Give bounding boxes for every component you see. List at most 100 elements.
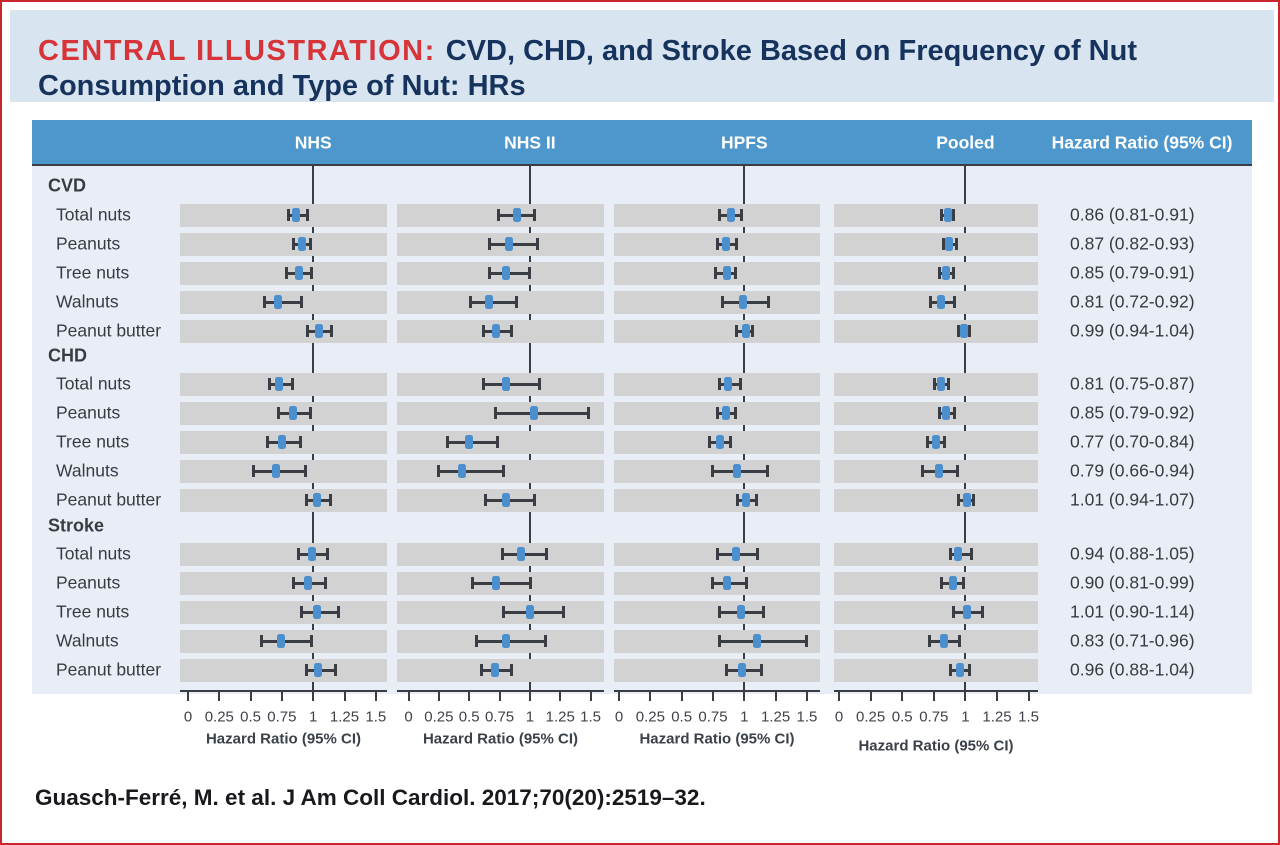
ci-cap-high bbox=[954, 238, 958, 250]
ci-cap-high bbox=[329, 325, 333, 337]
axis-tick-label: 1.25 bbox=[329, 708, 360, 726]
row-background-bar bbox=[180, 319, 387, 343]
hazard-ratio-value: 0.94 (0.88-1.05) bbox=[1070, 543, 1195, 564]
row-background-bar bbox=[180, 542, 387, 566]
point-estimate-marker bbox=[942, 266, 951, 280]
axis-tick bbox=[249, 690, 252, 701]
hazard-ratio-value: 0.96 (0.88-1.04) bbox=[1070, 659, 1195, 680]
ci-cap-low bbox=[714, 267, 718, 279]
ci-cap-high bbox=[496, 436, 500, 448]
axis-tick-label: 0 bbox=[614, 708, 624, 726]
ci-cap-high bbox=[309, 635, 313, 647]
point-estimate-marker bbox=[737, 663, 746, 677]
ci-cap-low bbox=[446, 436, 450, 448]
row-label: Peanut butter bbox=[56, 320, 162, 341]
row-background-bar bbox=[834, 401, 1038, 425]
hazard-ratio-value: 0.99 (0.94-1.04) bbox=[1070, 320, 1195, 341]
row-label: Tree nuts bbox=[56, 601, 130, 622]
page-title: CVD, CHD, and Stroke Based on Frequency … bbox=[38, 35, 1137, 102]
ci-cap-low bbox=[734, 325, 738, 337]
axis-tick-label: 1.25 bbox=[982, 708, 1012, 726]
point-estimate-marker bbox=[942, 406, 951, 420]
row-label: Peanuts bbox=[56, 402, 121, 423]
ci-interval-line bbox=[437, 469, 505, 473]
ci-cap-high bbox=[529, 577, 533, 589]
ci-cap-low bbox=[252, 465, 256, 477]
ci-interval-line bbox=[470, 300, 517, 304]
ci-cap-high bbox=[532, 209, 536, 221]
row-background-bar bbox=[614, 658, 820, 682]
ci-cap-low bbox=[940, 577, 944, 589]
ci-interval-line bbox=[476, 639, 546, 643]
row-background-bar bbox=[397, 542, 604, 566]
point-estimate-marker bbox=[752, 634, 761, 648]
point-estimate-marker bbox=[962, 605, 971, 619]
axis-tick bbox=[498, 690, 501, 701]
ci-cap-low bbox=[502, 606, 506, 618]
ci-cap-low bbox=[937, 407, 941, 419]
ci-cap-low bbox=[284, 267, 288, 279]
ci-cap-low bbox=[265, 436, 269, 448]
point-estimate-marker bbox=[721, 237, 730, 251]
ci-cap-high bbox=[962, 577, 966, 589]
axis-tick-label: 1 bbox=[525, 708, 535, 726]
row-background-bar bbox=[614, 203, 820, 227]
point-estimate-marker bbox=[943, 208, 952, 222]
point-estimate-marker bbox=[944, 237, 953, 251]
hazard-ratio-value: 0.83 (0.71-0.96) bbox=[1070, 630, 1195, 651]
point-estimate-marker bbox=[722, 266, 731, 280]
point-estimate-marker bbox=[937, 377, 946, 391]
axis-tick-label: 0.5 bbox=[671, 708, 693, 726]
point-estimate-marker bbox=[501, 377, 510, 391]
ci-cap-high bbox=[309, 267, 313, 279]
ci-cap-low bbox=[715, 548, 719, 560]
point-estimate-marker bbox=[517, 547, 526, 561]
point-estimate-marker bbox=[512, 208, 521, 222]
ci-cap-high bbox=[738, 378, 742, 390]
axis-tick-label: 1.5 bbox=[580, 708, 602, 726]
axis-tick bbox=[743, 690, 746, 701]
x-axis-title: Hazard Ratio (95% CI) bbox=[858, 737, 1014, 755]
ci-cap-low bbox=[724, 664, 728, 676]
point-estimate-marker bbox=[457, 464, 466, 478]
point-estimate-marker bbox=[948, 576, 957, 590]
point-estimate-marker bbox=[291, 208, 300, 222]
point-estimate-marker bbox=[277, 435, 286, 449]
row-label: Peanut butter bbox=[56, 659, 162, 680]
ci-cap-high bbox=[766, 465, 770, 477]
axis-tick bbox=[1027, 690, 1030, 701]
ci-cap-low bbox=[277, 407, 281, 419]
axis-tick-label: 0.5 bbox=[891, 708, 913, 726]
group-label-stroke: Stroke bbox=[48, 515, 105, 536]
ci-cap-high bbox=[767, 296, 771, 308]
ci-cap-high bbox=[543, 635, 547, 647]
ci-cap-high bbox=[969, 548, 973, 560]
axis-tick-label: 1.5 bbox=[1018, 708, 1040, 726]
ci-cap-high bbox=[544, 548, 548, 560]
row-background-bar bbox=[614, 290, 820, 314]
column-header-hazard-ratio: Hazard Ratio (95% CI) bbox=[1051, 132, 1233, 153]
hazard-ratio-value: 0.86 (0.81-0.91) bbox=[1070, 204, 1195, 225]
ci-cap-low bbox=[259, 635, 263, 647]
axis-tick-label: 1.5 bbox=[796, 708, 818, 726]
axis-tick bbox=[187, 690, 189, 701]
ci-cap-high bbox=[337, 606, 341, 618]
axis-tick bbox=[468, 690, 471, 701]
axis-tick bbox=[649, 690, 652, 701]
ci-cap-high bbox=[561, 606, 565, 618]
row-label: Walnuts bbox=[56, 291, 119, 312]
ci-cap-low bbox=[949, 664, 953, 676]
point-estimate-marker bbox=[275, 377, 284, 391]
ci-cap-low bbox=[299, 606, 303, 618]
ci-cap-low bbox=[470, 577, 474, 589]
point-estimate-marker bbox=[304, 576, 313, 590]
ci-cap-low bbox=[297, 548, 301, 560]
axis-tick-label: 0.75 bbox=[484, 708, 515, 726]
ci-cap-low bbox=[483, 494, 487, 506]
ci-cap-low bbox=[497, 209, 501, 221]
row-background-bar bbox=[834, 232, 1038, 256]
x-axis-title: Hazard Ratio (95% CI) bbox=[205, 730, 362, 748]
axis-tick bbox=[374, 690, 377, 701]
point-estimate-marker bbox=[525, 605, 534, 619]
